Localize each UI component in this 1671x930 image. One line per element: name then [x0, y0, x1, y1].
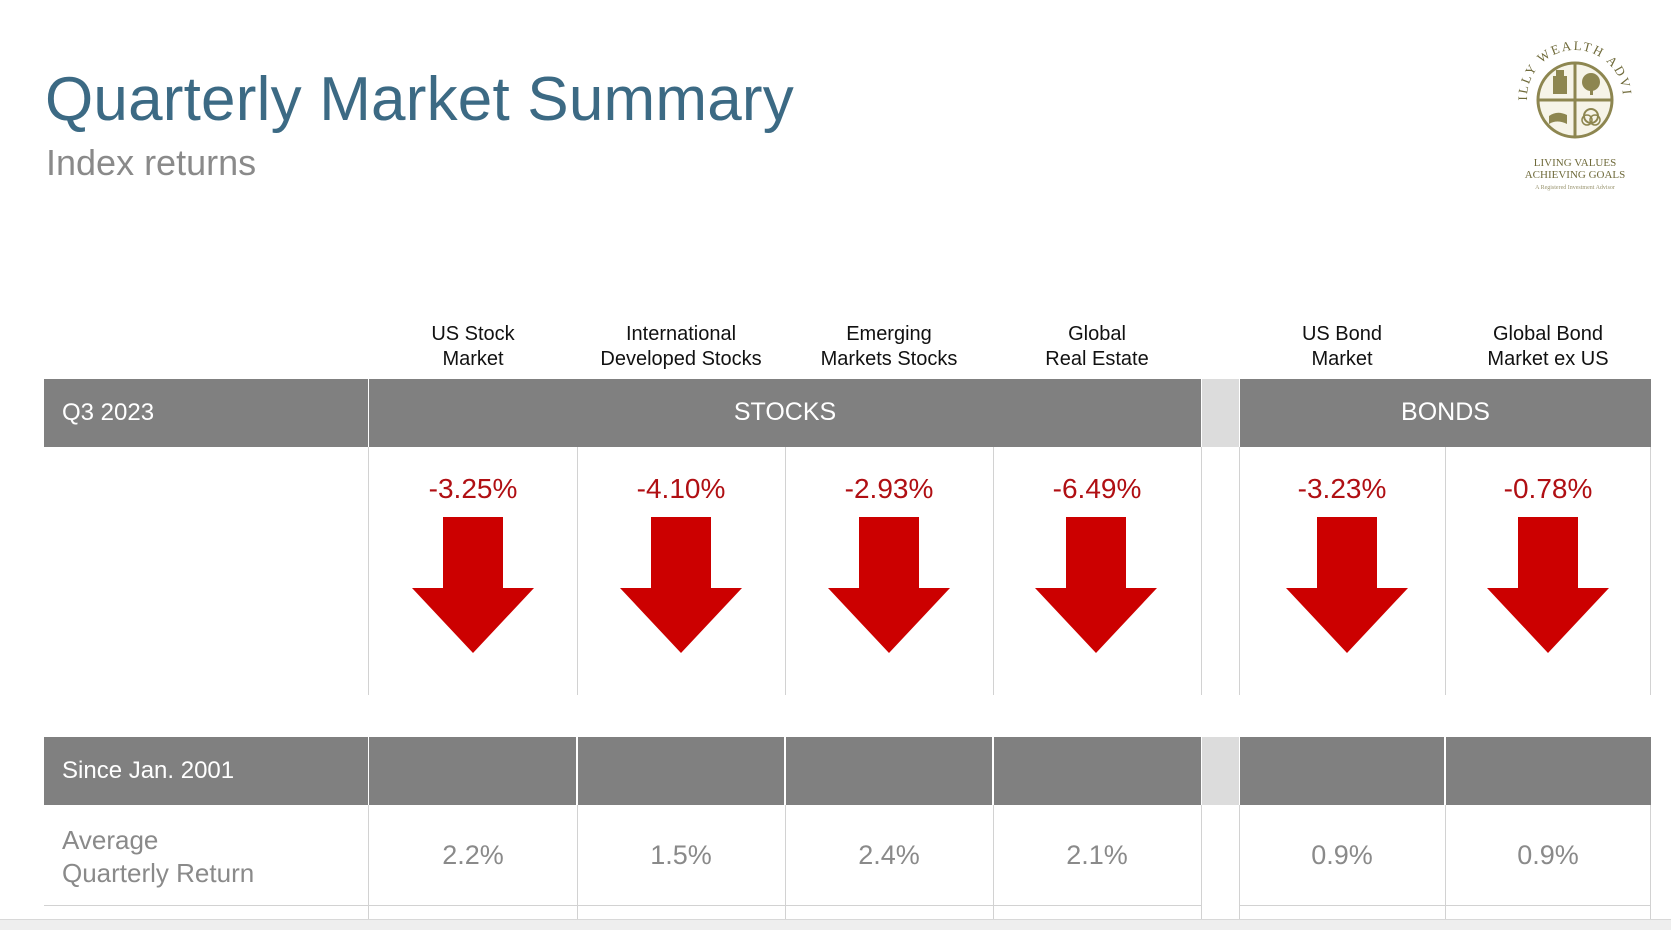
- bonds-label: BONDS: [1401, 398, 1490, 426]
- grid-line: [368, 805, 369, 919]
- logo-tagline-2: ACHIEVING GOALS: [1524, 169, 1626, 181]
- avg-return-label: Average Quarterly Return: [62, 825, 255, 888]
- avg-intl-developed: 1.5%: [650, 840, 712, 870]
- avg-us-bond: 0.9%: [1311, 840, 1373, 870]
- grid-line: [368, 447, 369, 695]
- oreilly-wealth-advisors-logo: O'REILLY WEALTH ADVISORS: [1505, 20, 1633, 139]
- return-us-stock: -3.25%: [428, 473, 518, 504]
- grid-line: [1650, 447, 1651, 695]
- page-subtitle: Index returns: [46, 142, 257, 183]
- since-band-cell: [1240, 737, 1444, 805]
- down-arrow-icon: [828, 517, 950, 653]
- stocks-band: [369, 379, 1201, 447]
- down-arrow-icon: [1035, 517, 1157, 653]
- band-spacer: [1202, 379, 1239, 447]
- quarter-label: Q3 2023: [62, 399, 155, 426]
- avg-emerging: 2.4%: [858, 840, 920, 870]
- grid-line: [785, 805, 786, 919]
- band-spacer: [1202, 737, 1239, 805]
- column-header-emerging: Emerging Markets Stocks: [820, 323, 958, 370]
- down-arrow-icon: [1487, 517, 1609, 653]
- logo-tagline-1: LIVING VALUES: [1533, 157, 1617, 169]
- row-divider: [44, 905, 1201, 906]
- column-header-us-stock: US Stock Market: [431, 323, 515, 370]
- grid-line: [993, 805, 994, 919]
- bonds-band: [1240, 379, 1651, 447]
- return-global-bond: -0.78%: [1503, 473, 1593, 504]
- since-band-cell: [578, 737, 784, 805]
- grid-line: [1445, 447, 1446, 695]
- since-band-cell: [994, 737, 1201, 805]
- return-us-bond: -3.23%: [1297, 473, 1387, 504]
- since-band-cell: [786, 737, 992, 805]
- grid-line: [1650, 805, 1651, 919]
- grid-line: [1239, 447, 1240, 695]
- down-arrow-icon: [620, 517, 742, 653]
- down-arrow-icon: [412, 517, 534, 653]
- logo-fine-print: A Registered Investment Advisor: [1535, 185, 1615, 191]
- return-global-real-estate: -6.49%: [1052, 473, 1142, 504]
- column-header-intl-developed: International Developed Stocks: [600, 323, 762, 370]
- column-header-global-real-estate: Global Real Estate: [1045, 323, 1149, 370]
- grid-line: [993, 447, 994, 695]
- row-divider: [1240, 905, 1651, 906]
- grid-line: [1201, 805, 1202, 919]
- page-title: Quarterly Market Summary: [45, 65, 794, 134]
- avg-us-stock: 2.2%: [442, 840, 504, 870]
- return-intl-developed: -4.10%: [636, 473, 726, 504]
- stocks-label: STOCKS: [733, 398, 837, 426]
- since-band-cell: [369, 737, 576, 805]
- column-header-us-bond: US Bond Market: [1301, 323, 1383, 370]
- return-emerging: -2.93%: [844, 473, 934, 504]
- grid-line: [1201, 447, 1202, 695]
- since-band-cell: [1446, 737, 1651, 805]
- quarter-label-cell: [44, 379, 368, 447]
- grid-line: [785, 447, 786, 695]
- avg-global-bond: 0.9%: [1517, 840, 1579, 870]
- down-arrow-icon: [1286, 517, 1408, 653]
- column-header-global-bond: Global Bond Market ex US: [1487, 323, 1609, 370]
- grid-line: [1445, 805, 1446, 919]
- grid-line: [577, 805, 578, 919]
- avg-global-real-estate: 2.1%: [1066, 840, 1128, 870]
- since-label-cell: [44, 737, 368, 805]
- grid-line: [577, 447, 578, 695]
- since-label: Since Jan. 2001: [62, 757, 235, 784]
- footer-strip: [0, 919, 1671, 930]
- grid-line: [1239, 805, 1240, 919]
